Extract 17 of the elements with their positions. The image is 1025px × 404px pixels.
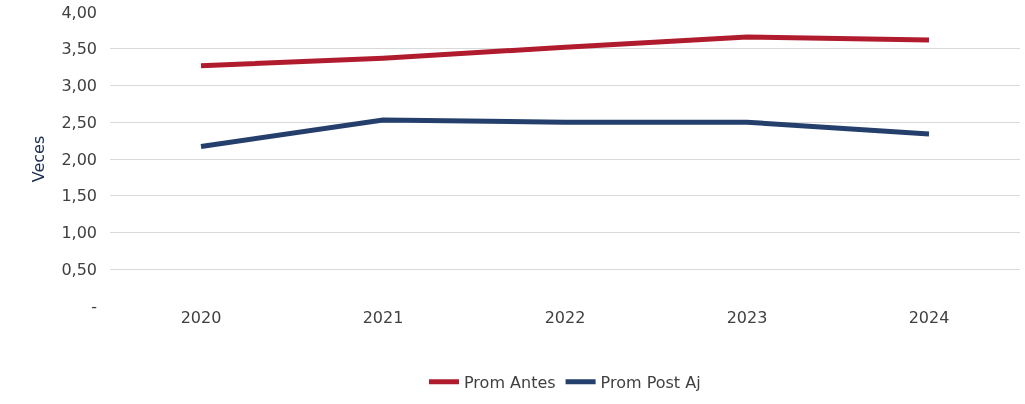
y-tick-label: - — [91, 296, 97, 316]
y-tick-label: 3,50 — [61, 39, 97, 59]
y-tick-label: 2,50 — [61, 112, 97, 132]
y-axis-title: Veces — [29, 135, 49, 183]
legend-label: Prom Antes — [464, 372, 556, 392]
legend-label: Prom Post Aj — [600, 372, 701, 392]
x-tick-label: 2020 — [180, 308, 222, 327]
y-tick-label: 3,00 — [61, 76, 97, 96]
x-tick-label: 2022 — [544, 308, 586, 327]
y-tick-label: 4,00 — [61, 2, 97, 22]
x-tick-label: 2023 — [726, 308, 768, 327]
y-tick-label: 2,00 — [61, 149, 97, 169]
x-tick-label: 2024 — [908, 308, 950, 327]
y-tick-label: 0,50 — [61, 259, 97, 279]
y-tick-label: 1,50 — [61, 186, 97, 206]
y-tick-label: 1,00 — [61, 223, 97, 243]
x-tick-label: 2021 — [362, 308, 404, 327]
